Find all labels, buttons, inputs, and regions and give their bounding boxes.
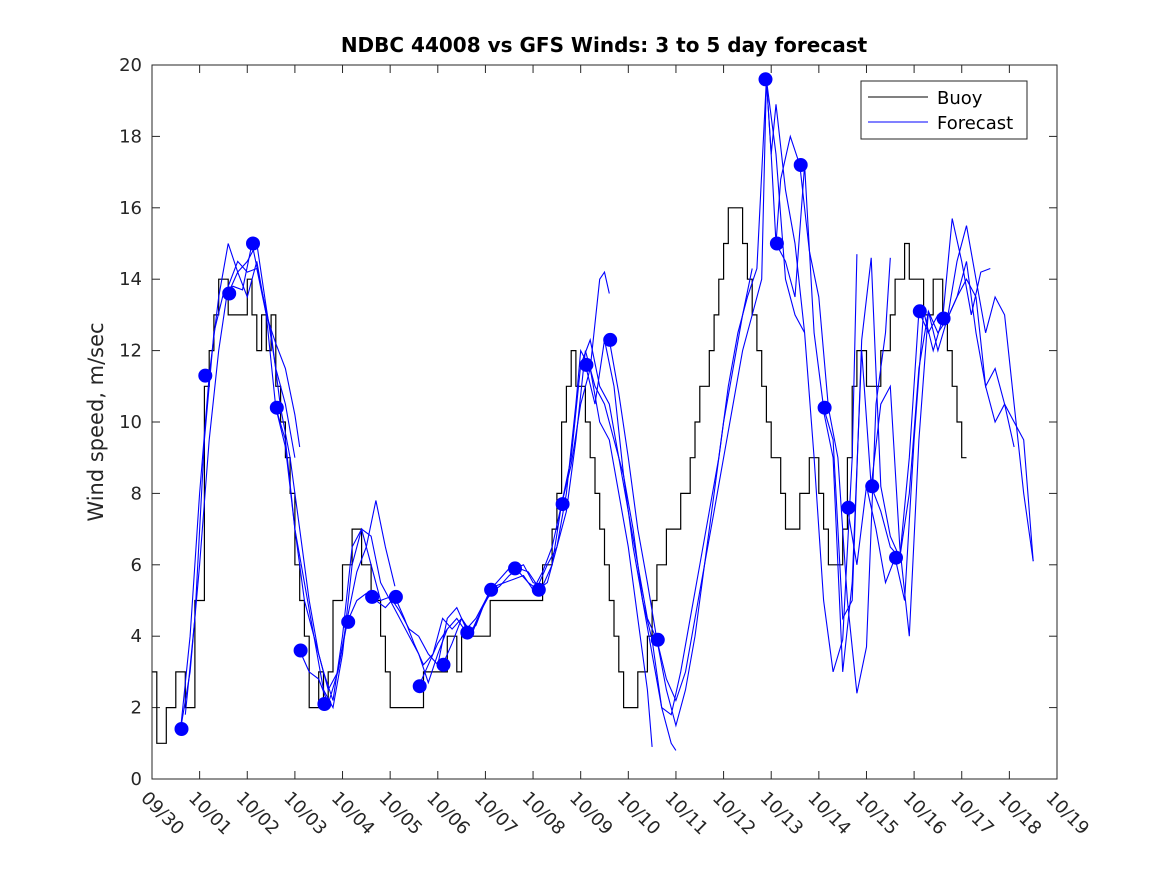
x-tick-label: 10/09 <box>565 788 617 840</box>
x-tick-label: 10/16 <box>899 788 951 840</box>
x-tick-label: 10/07 <box>470 788 522 840</box>
x-tick-label: 10/10 <box>613 788 665 840</box>
buoy-line <box>152 207 967 744</box>
forecast-marker <box>246 236 260 251</box>
forecast-marker <box>388 589 403 604</box>
forecast-line <box>227 261 448 710</box>
y-tick-label: 0 <box>131 769 142 790</box>
x-tick-label: 10/02 <box>232 788 284 840</box>
forecast-marker <box>758 72 773 87</box>
forecast-line <box>823 261 1015 672</box>
y-tick-label: 14 <box>119 269 142 290</box>
forecast-marker <box>769 236 784 251</box>
legend-box <box>860 80 1028 140</box>
x-tick-label: 10/18 <box>994 788 1046 840</box>
x-tick-labels: 09/3010/0110/0210/0310/0410/0510/0610/07… <box>136 788 1093 840</box>
y-tick-label: 12 <box>119 341 142 362</box>
x-tick-label: 10/11 <box>660 788 712 840</box>
forecast-marker <box>865 479 880 494</box>
forecast-marker <box>484 582 499 597</box>
forecast-marker <box>889 550 903 565</box>
forecast-marker <box>174 722 189 736</box>
forecast-marker <box>269 400 284 415</box>
forecast-marker <box>460 625 475 640</box>
forecast-marker <box>531 582 546 597</box>
forecast-marker <box>365 589 380 604</box>
forecast-marker <box>198 368 213 383</box>
forecast-marker <box>436 657 451 672</box>
x-tick-label: 10/08 <box>518 788 570 840</box>
y-tick-label: 20 <box>119 55 142 76</box>
y-tick-labels: 0 2 4 6 8 10 12 14 16 18 20 <box>119 55 142 790</box>
legend: Buoy Forecast <box>860 80 1028 140</box>
forecast-line <box>299 567 539 706</box>
x-tick-label: 10/19 <box>1041 788 1093 840</box>
forecast-line <box>765 79 891 694</box>
forecast-line <box>275 407 496 701</box>
x-tick-label: 09/30 <box>136 788 188 840</box>
y-tick-label: 16 <box>119 198 142 219</box>
forecast-marker <box>222 286 237 301</box>
x-tick-label: 10/06 <box>422 788 474 840</box>
legend-buoy-label: Buoy <box>937 88 983 109</box>
plot-area <box>152 65 1057 779</box>
forecast-marker <box>412 679 427 694</box>
forecast-marker <box>912 304 927 319</box>
y-tick-label: 8 <box>131 483 142 504</box>
legend-forecast-label: Forecast <box>937 113 1013 134</box>
x-tick-label: 10/14 <box>803 788 855 840</box>
forecast-line <box>418 368 653 747</box>
forecast-markers <box>174 72 951 736</box>
forecast-marker <box>341 614 356 629</box>
forecast-marker <box>317 697 332 711</box>
forecast-marker <box>650 632 665 647</box>
x-tick-label: 10/04 <box>327 788 379 840</box>
y-axis-label: Wind speed, m/sec <box>84 322 108 521</box>
forecast-line <box>775 164 1034 621</box>
forecast-line <box>608 79 858 703</box>
forecast-marker <box>293 643 308 658</box>
y-tick-label: 4 <box>131 626 142 647</box>
y-tick-label: 10 <box>119 412 142 433</box>
x-tick-label: 10/17 <box>946 788 998 840</box>
forecast-marker <box>508 561 522 576</box>
forecast-series <box>180 79 1034 751</box>
x-tick-label: 10/15 <box>851 788 903 840</box>
plot-frame <box>151 64 1058 780</box>
forecast-marker <box>793 158 808 172</box>
x-tick-label: 10/05 <box>375 788 427 840</box>
forecast-line <box>184 243 396 715</box>
forecast-marker <box>841 500 856 515</box>
forecast-line <box>537 270 610 591</box>
forecast-marker <box>579 357 594 372</box>
chart-title: NDBC 44008 vs GFS Winds: 3 to 5 day fore… <box>341 33 868 57</box>
forecast-marker <box>555 497 570 512</box>
x-tick-label: 10/01 <box>184 788 236 840</box>
forecast-marker <box>817 400 832 415</box>
forecast-line <box>584 79 806 716</box>
x-tick-label: 10/03 <box>279 788 331 840</box>
y-tick-label: 18 <box>119 126 142 147</box>
forecast-marker <box>936 311 951 326</box>
forecast-line <box>513 268 753 728</box>
buoy-series <box>152 207 967 744</box>
y-tick-label: 2 <box>131 698 142 719</box>
x-tick-label: 10/13 <box>756 788 808 840</box>
forecast-marker <box>603 332 618 347</box>
x-tick-label: 10/12 <box>708 788 760 840</box>
y-tick-label: 6 <box>131 555 142 576</box>
